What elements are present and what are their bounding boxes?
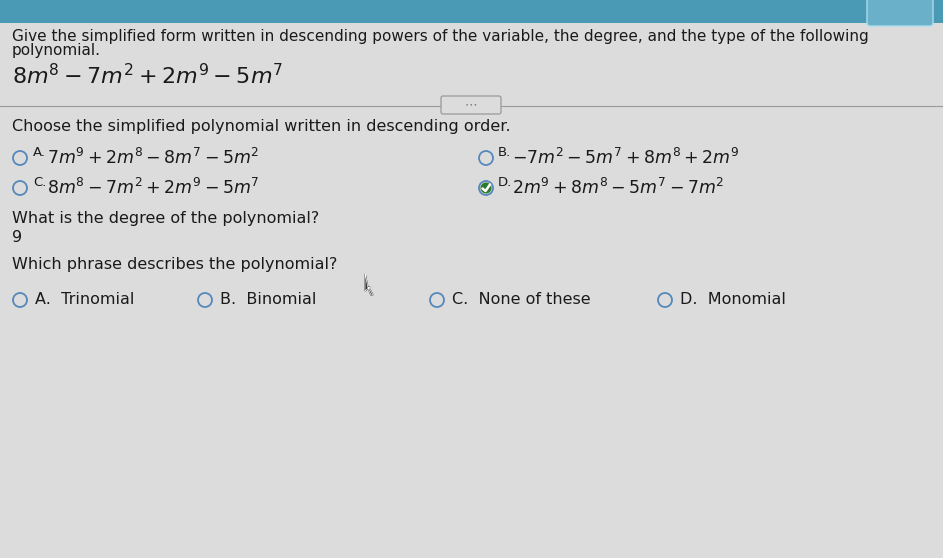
Text: D.: D. [498, 176, 512, 189]
Text: Which phrase describes the polynomial?: Which phrase describes the polynomial? [12, 257, 338, 272]
Text: B.  Binomial: B. Binomial [220, 292, 316, 307]
Text: B.: B. [498, 146, 511, 158]
FancyBboxPatch shape [867, 0, 933, 26]
Text: $7m^9+2m^8-8m^7-5m^2$: $7m^9+2m^8-8m^7-5m^2$ [47, 148, 259, 168]
Text: $8m^8-7m^2+2m^9-5m^7$: $8m^8-7m^2+2m^9-5m^7$ [47, 178, 259, 198]
Text: A.  Trinomial: A. Trinomial [35, 292, 134, 307]
Text: C.: C. [33, 176, 46, 189]
Text: Choose the simplified polynomial written in descending order.: Choose the simplified polynomial written… [12, 118, 510, 133]
Bar [0, 0, 943, 23]
Text: D.  Monomial: D. Monomial [680, 292, 786, 307]
FancyBboxPatch shape [441, 96, 501, 114]
Text: Give the simplified form written in descending powers of the variable, the degre: Give the simplified form written in desc… [12, 28, 869, 44]
Text: $2m^9+8m^8-5m^7-7m^2$: $2m^9+8m^8-5m^7-7m^2$ [512, 178, 724, 198]
Text: A.: A. [33, 146, 46, 158]
Text: C.  None of these: C. None of these [452, 292, 590, 307]
Text: What is the degree of the polynomial?: What is the degree of the polynomial? [12, 210, 320, 225]
Circle shape [481, 182, 491, 194]
Text: 9: 9 [12, 230, 22, 246]
Text: $-7m^2-5m^7+8m^8+2m^9$: $-7m^2-5m^7+8m^8+2m^9$ [512, 148, 739, 168]
Text: $8m^8-7m^2+2m^9-5m^7$: $8m^8-7m^2+2m^9-5m^7$ [12, 64, 283, 89]
Polygon shape [365, 273, 373, 295]
Text: polynomial.: polynomial. [12, 44, 101, 59]
Text: ⋯: ⋯ [465, 99, 477, 112]
